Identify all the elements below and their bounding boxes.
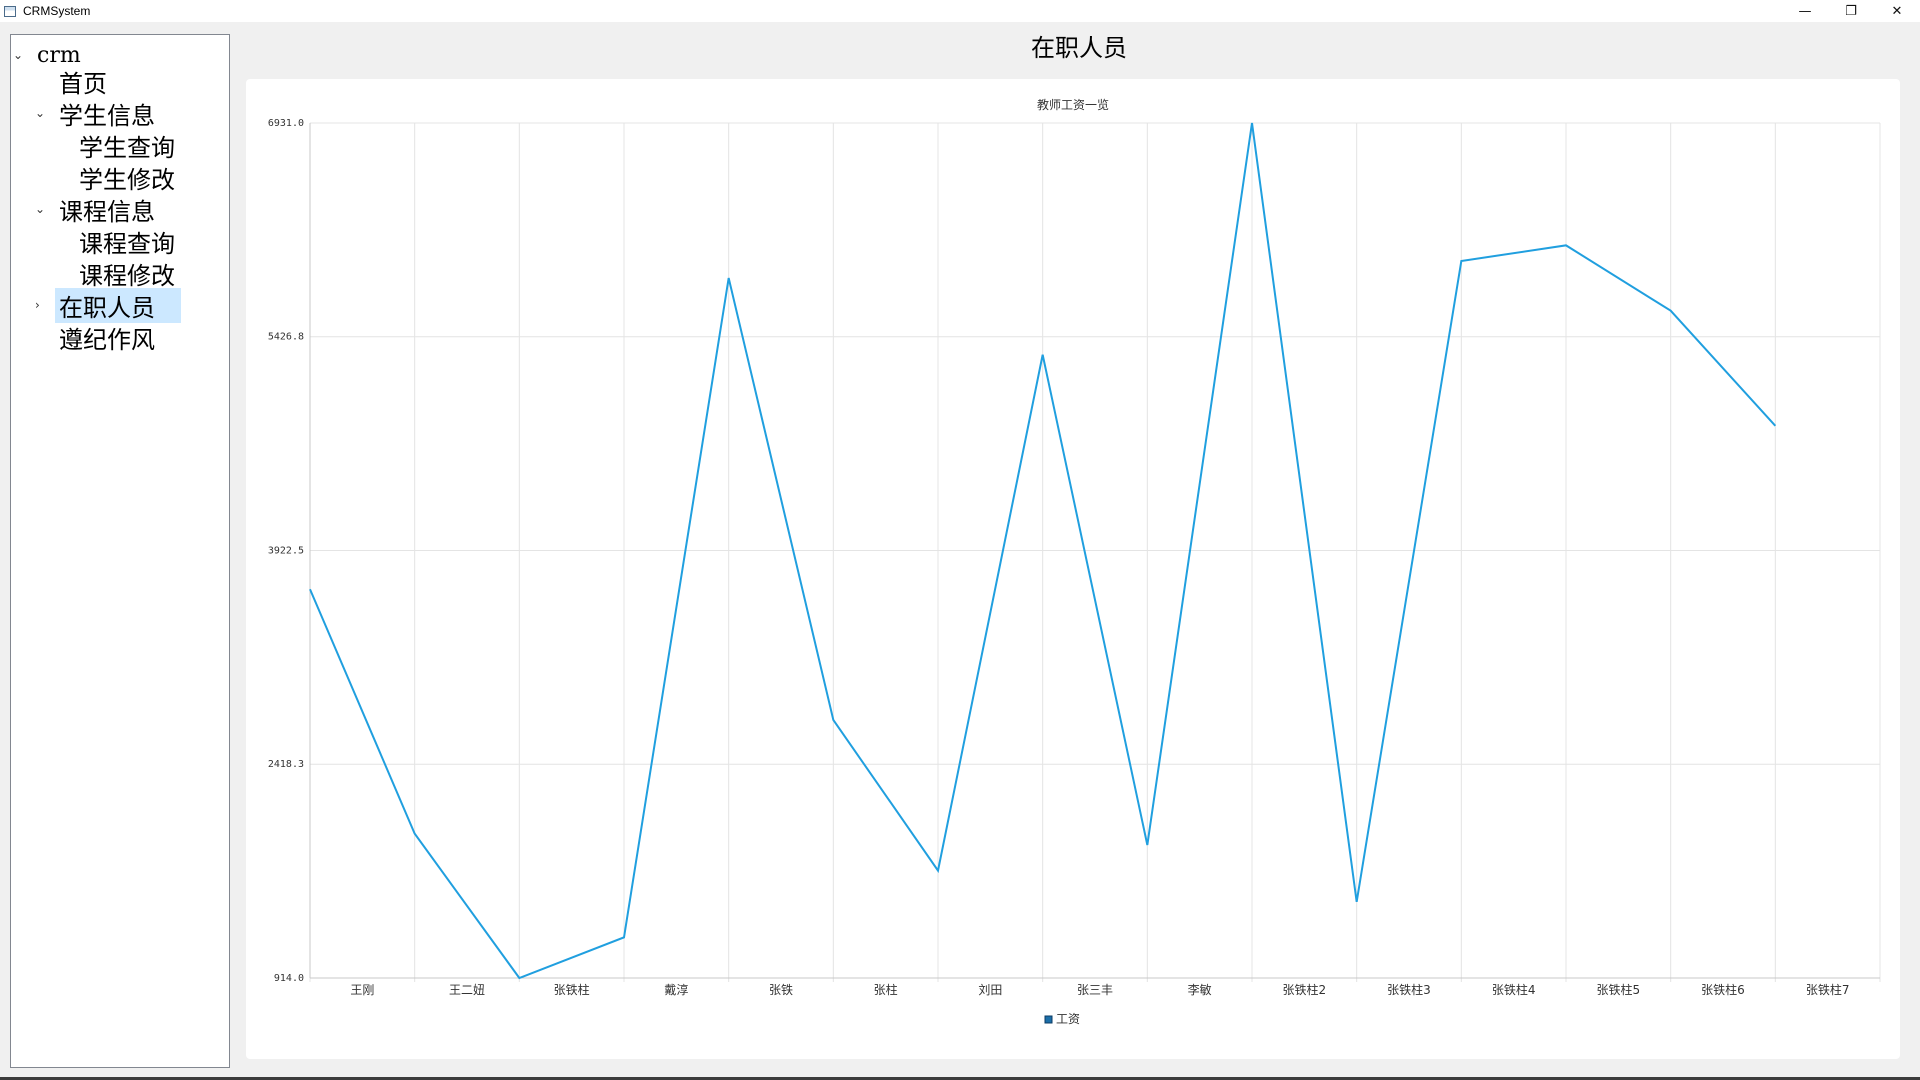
tree-item-label: 遵纪作风	[59, 325, 155, 354]
tree-item-label: 在职人员	[55, 287, 181, 323]
tree-item-staff[interactable]: › 在职人员	[35, 287, 181, 323]
x-tick-label: 张铁柱4	[1492, 982, 1536, 997]
tree-item-course-query[interactable]: 课程查询	[75, 226, 179, 258]
x-tick-label: 张铁柱5	[1597, 982, 1641, 997]
tree-item-label: 课程修改	[79, 261, 175, 290]
x-tick-label: 王刚	[350, 983, 374, 997]
page-title: 在职人员	[1031, 34, 1127, 62]
tree-item-root[interactable]: ⌄ crm	[13, 40, 85, 70]
y-tick-label: 914.0	[274, 973, 304, 984]
y-tick-label: 3922.5	[268, 546, 304, 557]
x-tick-label: 张铁柱7	[1806, 982, 1850, 997]
y-tick-label: 5426.8	[268, 332, 304, 343]
tree-item-student-query[interactable]: 学生查询	[75, 130, 179, 162]
close-button[interactable]: ✕	[1891, 3, 1903, 19]
minimize-button[interactable]: —	[1798, 3, 1812, 19]
y-tick-label: 2418.3	[268, 759, 304, 770]
chart-title: 教师工资一览	[1037, 97, 1109, 112]
title-bar: CRMSystem — ❐ ✕	[0, 0, 1920, 22]
window-title: CRMSystem	[23, 4, 91, 18]
x-tick-label: 张铁柱6	[1701, 982, 1745, 997]
tree-item-label: 课程信息	[59, 197, 155, 226]
chevron-down-icon[interactable]: ⌄	[35, 106, 46, 120]
window-controls: — ❐ ✕	[1782, 0, 1920, 22]
axis-labels: 914.0 2418.3 3922.5 5426.8 6931.0 王刚 王二妞 张铁柱 戴淳 张…	[268, 118, 1880, 997]
window-bottom-edge	[0, 1077, 1920, 1080]
chevron-down-icon[interactable]: ⌄	[13, 48, 24, 62]
x-tick-label: 刘田	[978, 983, 1002, 997]
tree-item-student-info[interactable]: ⌄ 学生信息	[35, 98, 159, 130]
x-tick-label: 李敏	[1188, 982, 1212, 997]
x-tick-label: 戴淳	[664, 982, 688, 997]
tree-item-label: 学生修改	[79, 165, 175, 194]
x-tick-label: 张铁	[769, 983, 793, 997]
x-tick-label: 张铁柱2	[1283, 982, 1327, 997]
grid-lines	[309, 122, 1881, 982]
chart-panel: 教师工资一览 914.0 2418.3 3922.5 5426.8 6931.0 王刚 王二…	[246, 79, 1900, 1059]
tree-item-discipline[interactable]: 遵纪作风	[55, 322, 159, 354]
tree-item-label: 学生信息	[59, 101, 155, 130]
legend-label: 工资	[1056, 1012, 1080, 1026]
legend-swatch	[1044, 1015, 1053, 1024]
tree-item-course-info[interactable]: ⌄ 课程信息	[35, 194, 159, 226]
chart-legend: 工资	[1044, 1012, 1080, 1026]
tree-item-label: crm	[37, 42, 81, 68]
chevron-down-icon[interactable]: ⌄	[35, 202, 46, 216]
salary-line-chart: 教师工资一览 914.0 2418.3 3922.5 5426.8 6931.0 王刚 王二…	[268, 97, 1881, 1026]
tree-item-home[interactable]: 首页	[55, 66, 111, 98]
tree-item-student-edit[interactable]: 学生修改	[75, 162, 179, 194]
tree-item-label: 学生查询	[79, 133, 175, 162]
x-tick-label: 张铁柱3	[1387, 982, 1431, 997]
tree-item-label: 课程查询	[79, 229, 175, 258]
tree-item-course-edit[interactable]: 课程修改	[75, 258, 179, 290]
series-layer	[309, 122, 1777, 980]
chevron-right-icon[interactable]: ›	[35, 298, 40, 312]
x-tick-label: 张三丰	[1077, 983, 1113, 997]
y-tick-label: 6931.0	[268, 118, 304, 129]
navigation-tree[interactable]: ⌄ crm 首页 ⌄ 学生信息 学生查询 学生修改 ⌄ 课程信息 课程查询 课程…	[10, 34, 230, 1068]
x-tick-label: 张铁柱	[554, 982, 590, 997]
restore-button[interactable]: ❐	[1845, 3, 1857, 19]
tree-item-label: 首页	[59, 69, 107, 98]
x-tick-label: 王二妞	[449, 983, 485, 997]
x-tick-label: 张柱	[874, 982, 898, 997]
app-icon	[4, 5, 16, 17]
